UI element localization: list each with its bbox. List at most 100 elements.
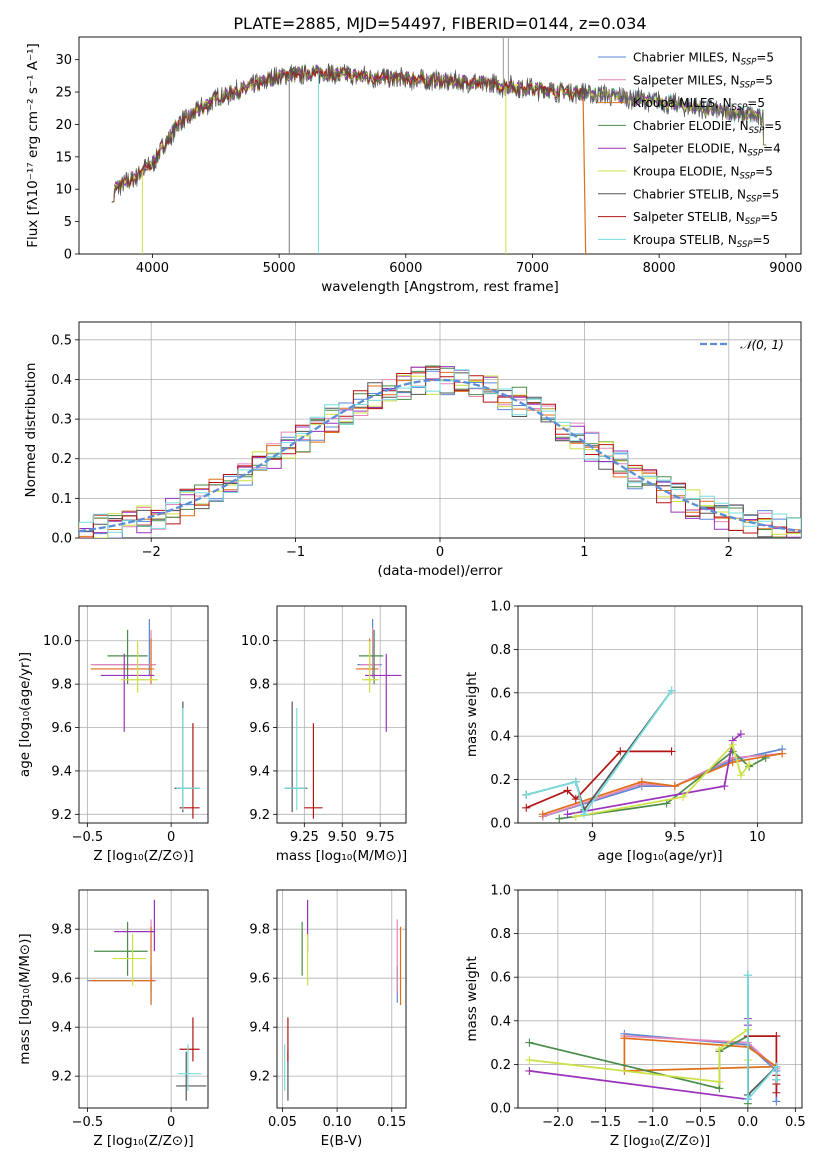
x-tick-label: 7000 [516,261,549,276]
y-tick-label: 10.0 [43,634,72,649]
age_vs_mass-axes: 9.25 9.50 9.75 9.2 9.4 9.6 9.8 10.0 mass [log₁₀(… [241,605,407,864]
weight-marker [571,777,580,786]
x-tick-label: 1 [580,545,588,560]
x-axis-label: wavelength [Angstrom, rest frame] [321,279,559,295]
weight_vs_Z-frame [517,889,803,1109]
legend-sub: SSP [740,80,756,90]
x-tick-label: 6000 [389,261,422,276]
legend-tail: =5 [755,165,773,179]
y-tick-label: 9.8 [249,923,270,938]
spectrum-frame [78,36,802,255]
legend-text: Chabrier ELODIE, N [633,119,749,133]
weight-marker [720,782,729,791]
weight-marker [715,1045,724,1054]
y-tick-label: 0.0 [490,1102,511,1117]
spectrum-line-chabrier-stelib [111,62,767,203]
y-tick-label: 10 [55,183,72,198]
x-axis-label: Z [log₁₀(Z/Z⊙)] [93,1133,193,1149]
weight-marker [679,792,688,801]
y-tick-label: 5 [64,215,72,230]
y-axis-label: mass [log₁₀(M/M⊙)] [17,933,33,1064]
y-tick-label: 9.4 [51,1021,72,1036]
y-tick-label: 0.2 [490,1058,511,1073]
y-axis-label: Flux [fλ10⁻¹⁷ erg cm⁻² s⁻¹ A⁻¹] [25,43,41,248]
weight-marker [772,1032,781,1041]
weight_vs_age-axes: 9 9.5 10 0.0 0.2 0.4 0.6 0.8 1.0 age [log₁₀(age/y… [464,600,803,864]
residuals-plot [79,365,801,538]
y-tick-label: 0.4 [490,1014,511,1029]
x-tick-label: 5000 [263,261,296,276]
weight-marker [525,1066,534,1075]
y-tick-label: 9.2 [51,1070,72,1085]
mass_vs_ebv-axes: 0.05 0.10 0.15 9.2 9.4 9.6 9.8 E(B-V) [249,889,407,1149]
x-tick-label: 0 [167,1115,175,1130]
age_vs_mass-plot [284,619,402,819]
mass_vs_Z-frame [78,889,209,1109]
weight-marker [538,810,547,819]
weight-marker [525,1056,534,1065]
legend-label: Chabrier MILES, NSSP=5 [633,51,774,68]
legend-tail: =5 [753,233,771,247]
weight-marker [736,730,745,739]
x-tick-label: −0.5 [72,830,104,845]
x-tick-label: −2 [142,545,161,560]
x-tick-label: −1 [286,545,305,560]
y-tick-label: 0.8 [490,927,511,942]
legend-label: Salpeter MILES, NSSP=5 [633,73,773,90]
weight-marker [772,1062,781,1071]
weight-marker [667,686,676,695]
legend-sub: SSP [741,58,757,68]
x-tick-label: −1.0 [637,1115,669,1130]
weight-marker [772,1075,781,1084]
weight-marker [761,753,770,762]
legend-label: Kroupa ELODIE, NSSP=5 [633,165,773,182]
legend-label: Salpeter ELODIE, NSSP=4 [633,142,781,159]
legend-text: Salpeter ELODIE, N [633,142,747,156]
legend-text: Salpeter MILES, N [633,73,740,87]
x-axis-label: E(B-V) [321,1133,363,1149]
y-tick-label: 1.0 [490,600,511,615]
x-tick-label: −1.5 [590,1115,622,1130]
y-tick-label: 9.6 [51,972,72,987]
y-tick-label: 9.4 [249,764,270,779]
legend-label: Kroupa STELIB, NSSP=5 [633,233,770,250]
weight-marker [525,1038,534,1047]
legend-tail: =5 [764,119,782,133]
legend-tail: =5 [747,96,765,110]
age_vs_Z-axes: −0.5 0 9.2 9.4 9.6 9.8 10.0 Z [log₁₀(Z/Z⊙)] age … [17,605,209,864]
weight-marker [555,814,564,823]
weight-marker [522,803,531,812]
legend-label-normal: 𝒩(0, 1) [740,338,784,352]
weight-marker [571,812,580,821]
y-tick-label: 9.4 [51,764,72,779]
y-tick-label: 9.6 [249,721,270,736]
y-tick-label: 1.0 [490,884,511,899]
legend-tail: =4 [763,142,781,156]
legend-sub: SSP [749,126,765,136]
y-tick-label: 9.2 [249,808,270,823]
y-tick-label: 0.4 [51,373,72,388]
y-tick-label: 0.2 [490,773,511,788]
legend-text: Salpeter STELIB, N [633,210,745,224]
y-tick-label: 9.6 [249,972,270,987]
legend-label: Kroupa MILES, NSSP=5 [633,96,765,113]
legend-tail: =5 [755,73,773,87]
legend-label: Chabrier ELODIE, NSSP=5 [633,119,782,136]
weight-marker [728,758,737,767]
y-tick-label: 9.8 [51,923,72,938]
weight-line-kroupa-elodie [575,743,750,818]
y-axis-label: Normed distribution [23,363,39,498]
y-tick-label: 0.2 [51,452,72,467]
weight-marker [667,747,676,756]
legend-sub: SSP [746,194,762,204]
y-tick-label: 0 [64,248,72,263]
mass_vs_Z-plot [87,899,207,1101]
y-tick-label: 9.2 [249,1070,270,1085]
weight-marker [637,777,646,786]
legend-sub: SSP [737,240,753,250]
y-tick-label: 0.8 [490,643,511,658]
residuals-axes: −2 −1 0 1 2 0.0 0.1 0.2 0.3 0.4 0.5 (data-model)/er… [23,321,802,579]
spectrum-drop [582,98,587,254]
legend-text: Chabrier STELIB, N [633,187,746,201]
